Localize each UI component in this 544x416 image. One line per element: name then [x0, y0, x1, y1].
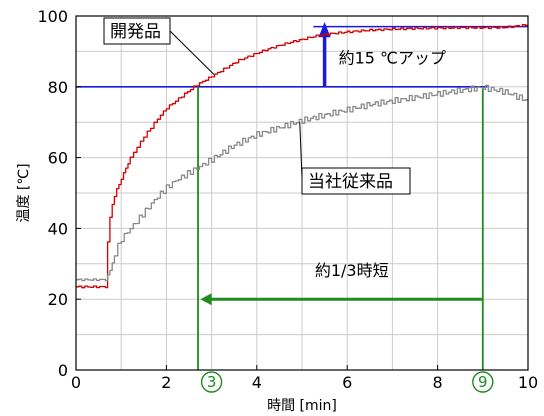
time-markers: 3 9 [200, 371, 494, 393]
plot-frame [75, 15, 529, 371]
old-product-label: 当社従来品 [308, 172, 393, 192]
old-product-leader-line [299, 122, 303, 179]
x-axis-label: 時間 [min] [267, 398, 337, 414]
series-group [76, 24, 529, 289]
reference-lines [76, 22, 528, 370]
dev-product-label: 開発品 [110, 22, 161, 42]
dev-product-callout: 開発品 [103, 17, 215, 75]
x-tick-label: 2 [161, 373, 171, 392]
x-tick-label: 4 [252, 373, 262, 392]
x-tick-label: 6 [342, 373, 352, 392]
marker-3-circle [200, 371, 223, 393]
x-tick-label: 8 [433, 373, 443, 392]
series-line-dev [76, 24, 529, 289]
marker-9-label: 9 [478, 373, 488, 391]
y-tick-label: 100 [37, 7, 68, 26]
gain-annotation: 約15 ℃アップ [339, 48, 446, 67]
series-line-old [76, 84, 529, 282]
y-tick-label: 20 [48, 290, 68, 309]
dev-product-leader-line [169, 30, 215, 75]
y-tick-label: 60 [48, 149, 68, 168]
marker-9-circle [472, 371, 494, 393]
y-tick-label: 80 [48, 78, 68, 97]
dev-product-label-box [103, 17, 171, 45]
y-tick-label: 0 [58, 361, 68, 380]
old-product-callout: 当社従来品 [299, 122, 411, 195]
y-axis-label: 温度 [℃] [16, 163, 32, 222]
time-reduction-annotation: 約1/3時短 [315, 261, 389, 280]
old-product-label-box [301, 167, 411, 195]
x-tick-label: 10 [518, 373, 538, 392]
x-tick-label: 0 [71, 373, 81, 392]
y-tick-label: 40 [48, 219, 68, 238]
time-arrow-head [200, 293, 212, 306]
marker-3-label: 3 [207, 373, 217, 391]
